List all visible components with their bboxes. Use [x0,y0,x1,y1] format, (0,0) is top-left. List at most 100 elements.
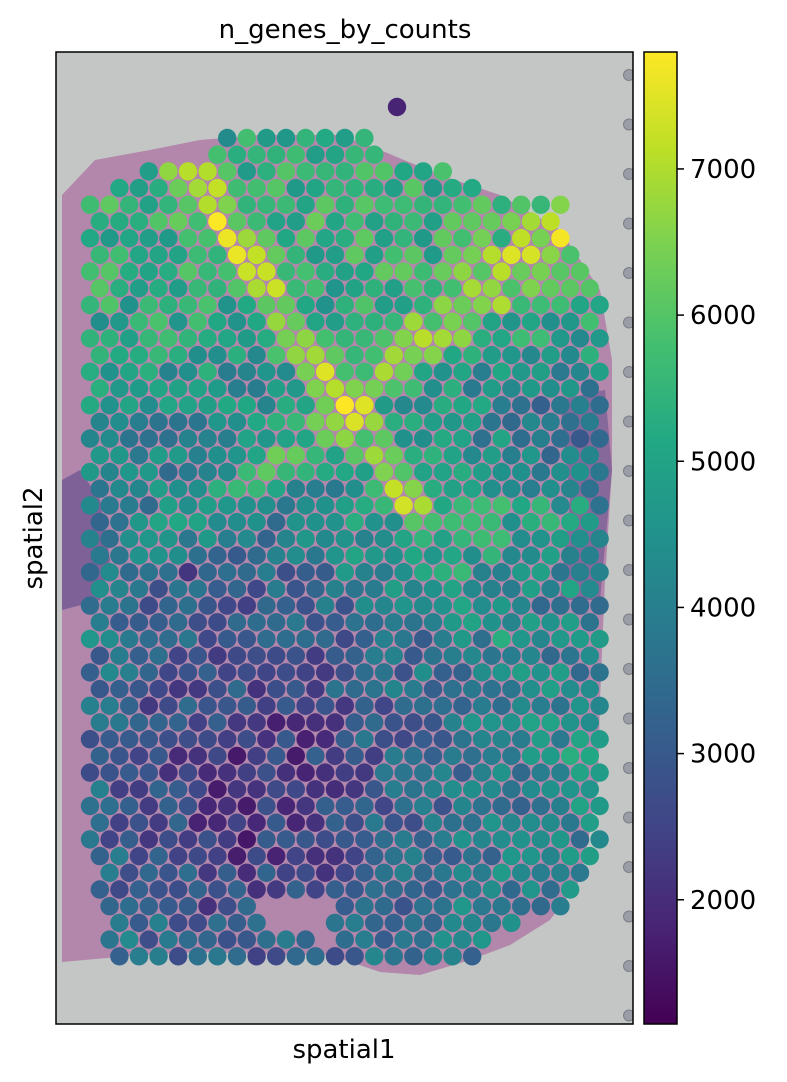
spot [394,930,413,949]
spot [90,412,110,432]
spot [306,512,325,532]
spot [482,279,501,298]
spot [541,613,560,632]
spot [355,796,374,816]
spot [129,178,149,198]
spot [218,663,237,682]
spot [453,696,472,715]
spot [325,379,345,398]
spot [120,295,139,315]
spot [129,279,149,298]
spot [492,796,511,816]
spot [80,295,100,315]
spot [188,646,207,665]
spot [100,496,119,515]
spot [453,462,472,482]
spot [276,863,296,882]
spot [512,830,531,849]
spot [208,379,227,398]
spot [178,295,198,315]
spot [276,830,296,849]
spot [247,212,266,231]
spot [414,162,433,181]
spot [139,429,158,448]
spot [120,596,139,615]
spot [80,730,100,749]
spot [188,245,207,265]
spot [551,863,570,882]
spot [502,512,521,532]
spot [472,830,492,849]
spot [100,830,119,849]
spot [149,947,168,966]
spot [374,930,394,949]
spot [296,329,315,348]
spot [237,162,256,181]
spot [296,429,315,448]
spot [502,446,521,465]
spot [394,596,413,615]
spot [443,646,462,665]
spot [129,579,149,599]
spot [227,679,247,699]
spot [325,947,345,966]
spot [208,279,227,298]
spot [551,663,570,682]
spot [590,763,609,782]
spot [433,229,452,248]
spot [355,162,374,181]
spot [374,462,394,482]
spot [276,763,296,782]
spot [561,245,580,265]
spot [423,679,443,699]
spot [580,713,599,732]
spot [247,780,266,799]
spot [208,780,227,799]
spot [541,412,560,432]
spot [227,312,247,331]
spot [286,813,305,832]
spot [365,713,384,732]
spot [570,830,590,849]
spot [120,529,139,548]
spot [551,229,570,248]
spot [365,546,384,565]
spot [423,746,443,766]
spot [502,813,521,832]
spot [286,212,305,231]
spot [345,947,364,966]
spot [306,245,325,265]
spot [188,546,207,565]
spot [590,830,609,849]
spot [394,696,413,715]
spot [110,279,129,298]
spot [296,696,315,715]
spot [100,229,119,248]
spot [267,512,286,532]
spot [463,212,482,231]
spot [139,796,158,816]
spot [267,279,286,298]
spot [90,479,110,498]
spot [551,830,570,849]
spot [286,379,305,398]
spot [541,379,560,398]
spot [267,379,286,398]
spot [580,813,599,832]
spot [80,663,100,682]
spot [404,813,423,832]
spot [80,830,100,849]
spot [149,579,168,599]
spot [139,396,158,415]
spot [198,863,217,882]
spot [100,897,119,916]
spot [423,579,443,599]
chart-title: n_genes_by_counts [219,15,472,45]
spot [345,212,364,231]
spot [139,162,158,181]
spot [423,446,443,465]
spot [178,796,198,816]
spot-layer [80,97,609,966]
spot [541,746,560,766]
spot [276,930,296,949]
